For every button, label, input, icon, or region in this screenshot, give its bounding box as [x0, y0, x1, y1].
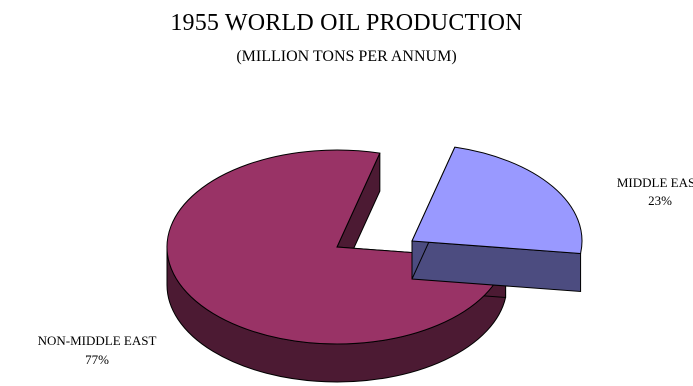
pie-slice-middle-east — [411, 146, 583, 293]
slice-name-middle-east: MIDDLE EAST — [617, 175, 693, 190]
slice-top-middle-east — [411, 146, 583, 255]
slice-top-non-middle-east — [166, 149, 507, 345]
slice-percent-non-middle-east: 77% — [85, 352, 109, 367]
pie-slices — [166, 146, 583, 383]
chart-title: 1955 WORLD OIL PRODUCTION — [170, 10, 523, 36]
slice-percent-middle-east: 23% — [648, 193, 672, 208]
slice-name-non-middle-east: NON-MIDDLE EAST — [38, 333, 157, 348]
slice-label-middle-east: MIDDLE EAST 23% — [617, 175, 693, 208]
slice-label-non-middle-east: NON-MIDDLE EAST 77% — [38, 333, 157, 367]
chart-subtitle: (MILLION TONS PER ANNUM) — [236, 48, 457, 65]
